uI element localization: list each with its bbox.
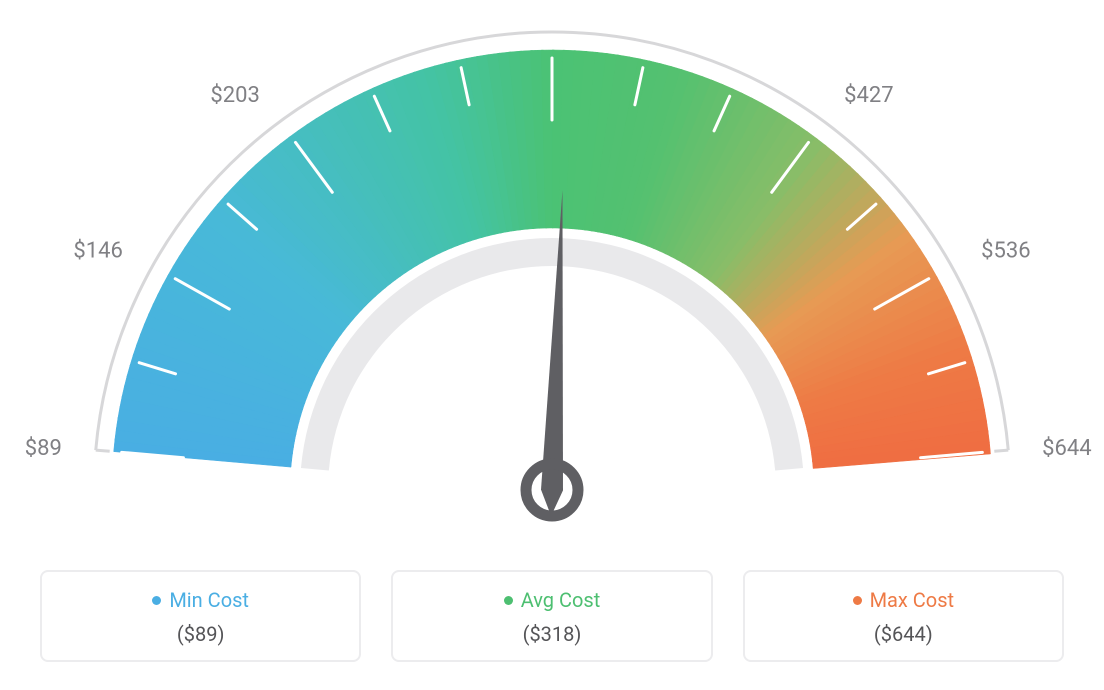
legend-title-text: Max Cost [870, 588, 955, 612]
legend-value: ($644) [745, 622, 1062, 646]
legend-title-text: Min Cost [169, 588, 249, 612]
gauge-tick-label: $146 [73, 238, 122, 263]
gauge-tick-label: $536 [981, 238, 1030, 263]
legend-row: Min Cost ($89) Avg Cost ($318) Max Cost ($644… [0, 570, 1104, 662]
scale-end-tick [96, 450, 110, 451]
gauge-tick-label: $318 [527, 0, 576, 4]
gauge-tick-label: $644 [1042, 436, 1091, 461]
gauge-svg: $89 $146 $203 $318 $427 $536 $644 [0, 0, 1104, 560]
legend-value: ($318) [393, 622, 710, 646]
legend-card: Min Cost ($89) [40, 570, 361, 662]
legend-card: Avg Cost ($318) [391, 570, 712, 662]
scale-end-tick [994, 450, 1008, 451]
legend-title: Avg Cost [504, 588, 601, 612]
gauge-tick-label: $203 [210, 83, 259, 108]
legend-dot-icon [504, 596, 513, 605]
gauge-tick-label: $89 [25, 436, 62, 461]
legend-card: Max Cost ($644) [743, 570, 1064, 662]
legend-dot-icon [853, 596, 862, 605]
cost-gauge-infographic: $89 $146 $203 $318 $427 $536 $644 Min Cost ($89… [0, 0, 1104, 690]
legend-title: Min Cost [152, 588, 249, 612]
legend-title-text: Avg Cost [521, 588, 601, 612]
legend-dot-icon [152, 596, 161, 605]
gauge-tick-label: $427 [844, 83, 893, 108]
gauge-area: $89 $146 $203 $318 $427 $536 $644 [0, 0, 1104, 560]
legend-title: Max Cost [853, 588, 955, 612]
legend-value: ($89) [42, 622, 359, 646]
